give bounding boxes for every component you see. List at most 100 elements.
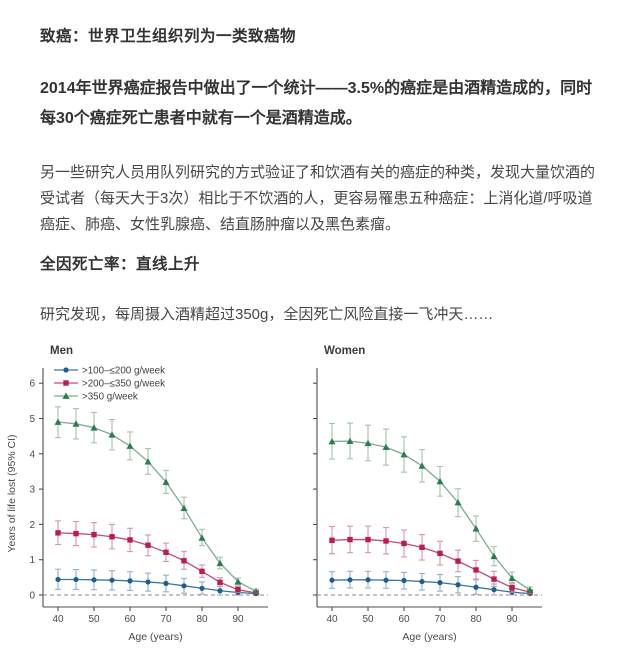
data-point: [454, 499, 462, 506]
data-point: [508, 574, 516, 581]
chart-title: Men: [50, 345, 73, 357]
data-point: [365, 577, 371, 583]
data-point: [490, 552, 498, 560]
data-point: [199, 568, 205, 575]
data-point: [347, 577, 353, 583]
heading-carcinogen: 致癌：世界卫生组织列为一类致癌物: [40, 28, 297, 45]
series-2: [55, 520, 259, 596]
data-point: [526, 586, 534, 593]
data-point: [455, 582, 461, 588]
legend-marker: [63, 380, 69, 386]
data-point: [472, 525, 480, 532]
data-point: [328, 437, 336, 445]
para-who-statistic: 2014年世界癌症报告中做出了一个统计——3.5%的癌症是由酒精造成的，同时每3…: [40, 80, 593, 127]
data-point: [364, 439, 372, 447]
data-point: [509, 584, 515, 591]
data-point: [199, 585, 205, 591]
legend-label: >350 g/week: [82, 392, 138, 403]
axes: [39, 368, 268, 611]
y-axis-label: Years of life lost (95% CI): [6, 434, 18, 552]
data-point: [437, 550, 443, 557]
data-point: [55, 576, 61, 583]
x-tick-label: 90: [232, 614, 244, 625]
axes: [313, 368, 542, 611]
data-point: [127, 578, 133, 584]
series-line: [57, 532, 257, 594]
data-point: [234, 578, 242, 585]
data-point: [473, 584, 479, 590]
data-point: [55, 530, 61, 536]
life-lost-figure: 0 1 2 3 4 5 6 40 50 60 70 80 90 Men Age (years) Years o…: [5, 340, 595, 659]
data-point: [163, 580, 169, 586]
data-point: [436, 477, 444, 485]
series-line: [331, 440, 531, 591]
data-point: [401, 577, 407, 584]
x-axis-label: Age (years): [128, 631, 182, 643]
para-cohort-study: 另一些研究人员用队列研究的方式验证了和饮酒有关的癌症的种类，发现大量饮酒的受试者…: [40, 164, 596, 233]
data-point: [127, 537, 133, 543]
x-tick-label: 80: [196, 614, 208, 625]
data-point: [73, 530, 79, 537]
para-mortality: 研究发现，每周摄入酒精超过350g，全因死亡风险直接一飞冲天……: [40, 306, 494, 323]
data-point: [145, 579, 151, 585]
y-tick-label: 6: [29, 379, 35, 390]
data-point: [108, 431, 116, 438]
data-point: [383, 577, 389, 583]
data-point: [346, 437, 354, 444]
y-tick-label: 5: [29, 414, 35, 425]
data-point: [437, 580, 443, 586]
data-point: [252, 587, 260, 595]
data-point: [145, 542, 151, 548]
y-tick-label: 4: [29, 449, 35, 460]
y-tick-label: 1: [29, 555, 35, 566]
data-point: [347, 536, 353, 543]
data-point: [180, 504, 188, 512]
data-point: [163, 549, 169, 555]
legend-marker: [63, 367, 69, 373]
chart-title: Women: [324, 345, 365, 357]
y-tick-label: 2: [29, 520, 35, 531]
data-point: [383, 538, 389, 544]
data-point: [109, 534, 115, 540]
men-chart: 0 1 2 3 4 5 6 40 50 60 70 80 90 Men Age (years) Years o…: [6, 345, 268, 643]
heading-mortality: 全因死亡率：直线上升: [40, 256, 201, 273]
y-tick-label: 3: [29, 485, 35, 496]
data-point: [491, 587, 497, 593]
data-point: [91, 577, 97, 583]
y-tick-label: 0: [29, 591, 35, 602]
x-tick-label: 60: [124, 614, 136, 625]
x-tick-label: 90: [506, 614, 518, 625]
data-point: [329, 537, 335, 543]
data-point: [491, 576, 497, 582]
x-tick-label: 50: [362, 614, 374, 625]
series-line: [58, 578, 257, 595]
data-point: [235, 587, 241, 593]
series-3: [54, 406, 260, 595]
data-point: [419, 544, 425, 551]
x-tick-label: 40: [52, 614, 64, 625]
data-point: [216, 559, 224, 567]
data-point: [126, 442, 134, 449]
data-point: [198, 534, 206, 541]
x-tick-label: 60: [398, 614, 410, 625]
series-line: [331, 579, 531, 595]
x-tick-label: 70: [434, 614, 446, 625]
data-point: [162, 478, 170, 485]
data-point: [109, 577, 115, 583]
legend-label: >100–≤200 g/week: [82, 366, 165, 377]
legend-marker: [62, 392, 70, 399]
data-point: [365, 536, 371, 543]
series-line: [57, 421, 257, 593]
data-point: [455, 558, 461, 564]
data-point: [418, 462, 426, 469]
series-3: [328, 422, 534, 594]
x-axis-label: Age (years): [402, 631, 456, 643]
series-2: [329, 525, 533, 596]
data-point: [217, 588, 223, 594]
data-point: [217, 579, 223, 585]
series-1: [55, 568, 259, 597]
data-point: [72, 420, 80, 427]
legend-label: >200–≤350 g/week: [82, 379, 165, 390]
data-point: [401, 540, 407, 547]
